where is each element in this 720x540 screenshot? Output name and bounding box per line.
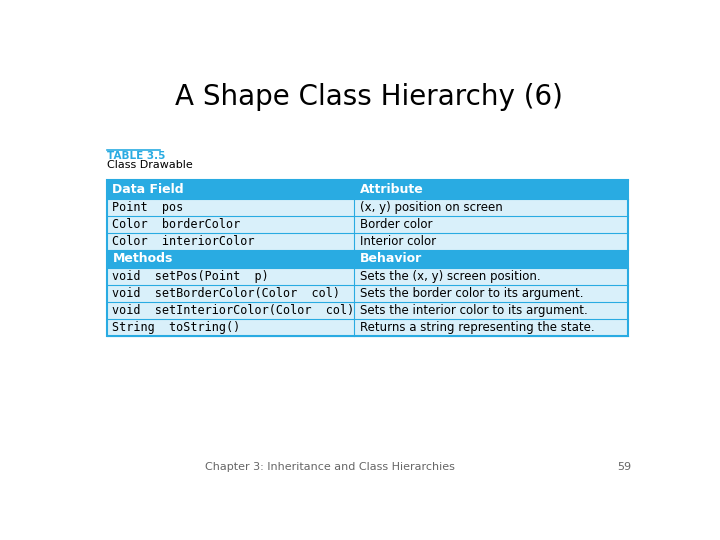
Text: Chapter 3: Inheritance and Class Hierarchies: Chapter 3: Inheritance and Class Hierarc…	[205, 462, 455, 472]
Bar	[107, 180, 628, 336]
Text: void  setBorderColor(Color  col): void setBorderColor(Color col)	[112, 287, 341, 300]
Bar	[107, 180, 628, 336]
Bar	[107, 268, 628, 285]
Text: Attribute: Attribute	[360, 183, 423, 196]
Bar	[107, 249, 628, 268]
Text: Color  borderColor: Color borderColor	[112, 218, 240, 231]
Text: Sets the border color to its argument.: Sets the border color to its argument.	[360, 287, 583, 300]
Text: Sets the (x, y) screen position.: Sets the (x, y) screen position.	[360, 270, 541, 283]
Bar	[107, 199, 628, 215]
Bar	[107, 319, 628, 336]
Text: Sets the interior color to its argument.: Sets the interior color to its argument.	[360, 304, 588, 317]
Text: String  toString(): String toString()	[112, 321, 240, 334]
Bar	[107, 302, 628, 319]
Text: Point  pos: Point pos	[112, 201, 184, 214]
Text: 59: 59	[618, 462, 632, 472]
Text: Interior color: Interior color	[360, 234, 436, 248]
Text: void  setPos(Point  p): void setPos(Point p)	[112, 270, 269, 283]
Bar	[107, 285, 628, 302]
Text: Returns a string representing the state.: Returns a string representing the state.	[360, 321, 595, 334]
Text: A Shape Class Hierarchy (6): A Shape Class Hierarchy (6)	[175, 83, 563, 111]
Bar	[107, 215, 628, 233]
Text: Border color: Border color	[360, 218, 432, 231]
Text: Data Field: Data Field	[112, 183, 184, 196]
Text: TABLE 3.5: TABLE 3.5	[107, 151, 166, 161]
Bar	[107, 233, 628, 249]
Text: Color  interiorColor: Color interiorColor	[112, 234, 255, 248]
Bar	[107, 180, 628, 199]
Text: Behavior: Behavior	[360, 252, 422, 265]
Text: Class Drawable: Class Drawable	[107, 160, 193, 170]
Text: (x, y) position on screen: (x, y) position on screen	[360, 201, 503, 214]
Text: void  setInteriorColor(Color  col): void setInteriorColor(Color col)	[112, 304, 355, 317]
Text: Methods: Methods	[112, 252, 173, 265]
